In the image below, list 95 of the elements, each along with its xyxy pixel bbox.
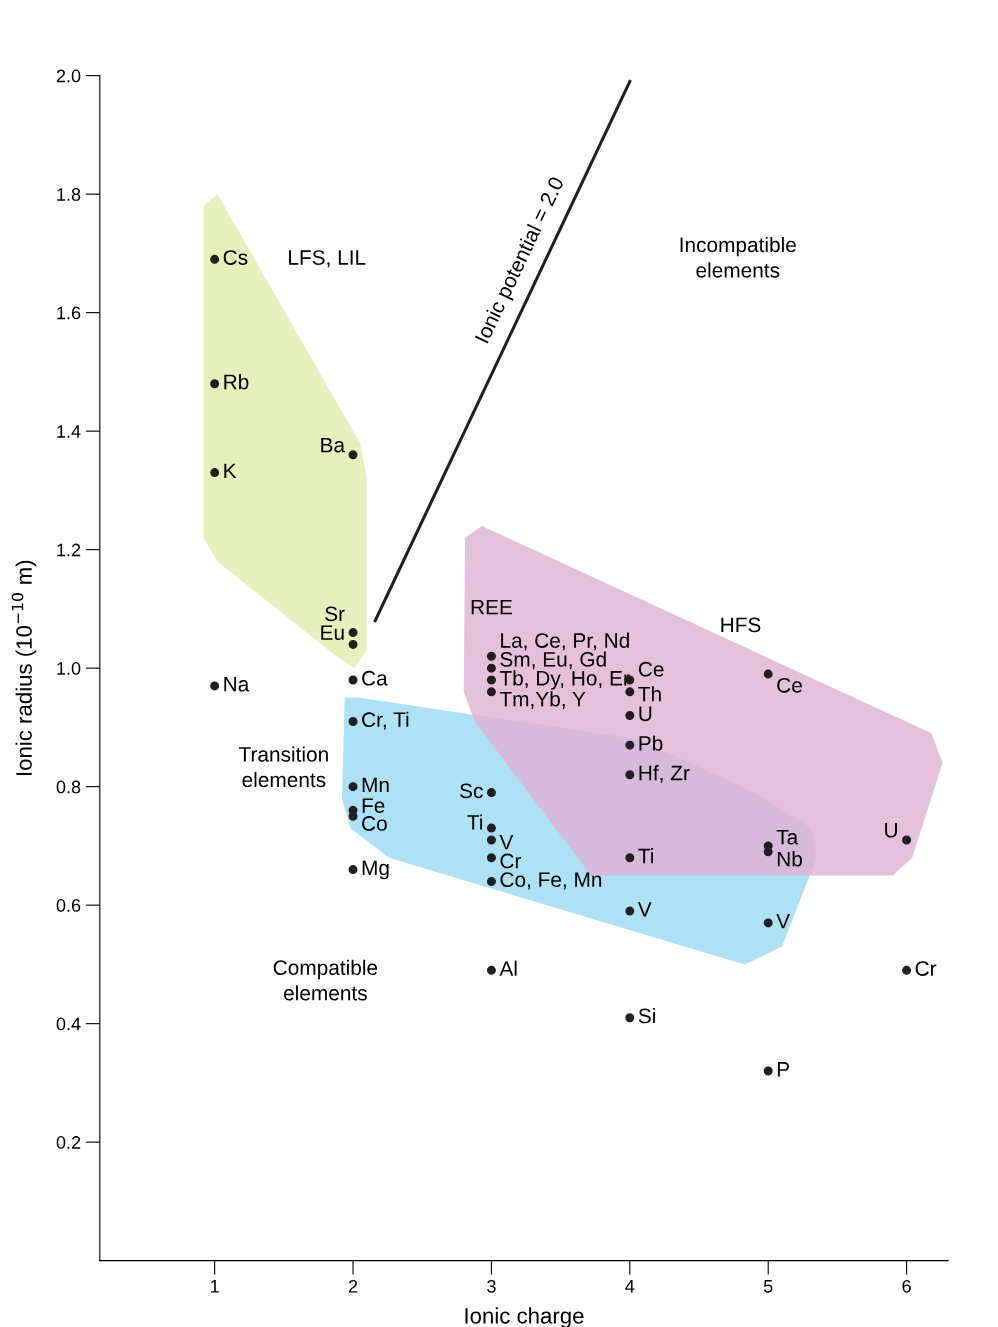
point xyxy=(625,740,635,750)
point xyxy=(348,639,358,649)
annotation: La, Ce, Pr, Nd xyxy=(501,632,629,651)
annotation: Ce xyxy=(777,677,802,693)
x-tick-label: 4 xyxy=(625,1280,635,1293)
point xyxy=(348,865,358,875)
point xyxy=(625,1013,635,1023)
point xyxy=(486,663,496,673)
point xyxy=(625,770,635,780)
annotation: P xyxy=(777,1062,789,1077)
y-tick-label: 1.4 xyxy=(57,425,81,438)
annotation: Ca xyxy=(362,670,388,686)
annotation: Co xyxy=(362,816,387,831)
annotation: LFS, LIL xyxy=(289,250,366,268)
annotation: V xyxy=(776,913,790,929)
annotation: Tm,Yb, Y xyxy=(499,691,586,709)
x-tick-label: 6 xyxy=(902,1279,911,1293)
annotation: Compatible elements xyxy=(273,959,378,1001)
y-tick-label: 1.6 xyxy=(57,306,81,320)
point xyxy=(486,835,496,845)
point xyxy=(625,687,635,697)
point xyxy=(486,823,496,833)
annotation: U xyxy=(639,706,652,722)
annotation: K xyxy=(224,463,237,479)
y-tick-label: 0.4 xyxy=(56,1017,81,1031)
annotation: Cr xyxy=(915,961,937,976)
point xyxy=(486,651,496,661)
annotation: U xyxy=(885,823,897,838)
point xyxy=(210,379,220,389)
point xyxy=(348,628,358,638)
point xyxy=(210,254,220,264)
annotation: Th xyxy=(638,686,661,702)
point xyxy=(348,450,358,460)
annotation: Cs xyxy=(223,250,248,265)
annotation: HFS xyxy=(721,617,761,633)
point xyxy=(902,965,912,975)
x-tick-label: 3 xyxy=(487,1279,496,1293)
point xyxy=(348,782,358,792)
y-tick-label: 0.6 xyxy=(56,899,81,912)
annotation: Cr xyxy=(500,853,522,869)
point xyxy=(210,468,220,478)
point xyxy=(486,853,496,863)
annotation: Transition elements xyxy=(238,746,328,788)
y-tick-label: 1.2 xyxy=(57,543,81,557)
annotation: Ta xyxy=(776,829,799,845)
point xyxy=(763,847,773,857)
y-tick-label: 1.0 xyxy=(57,662,81,675)
annotation: Eu xyxy=(321,625,344,641)
annotation: REE xyxy=(471,599,512,615)
annotation: Pb xyxy=(639,735,663,751)
point xyxy=(902,835,912,845)
annotation: V xyxy=(637,902,652,917)
point xyxy=(486,965,496,975)
annotation: Co, Fe, Mn xyxy=(500,872,602,890)
y-axis-title: Ionic radius (10$^{−10}$ m) xyxy=(11,560,37,775)
point xyxy=(486,687,496,697)
annotation: Nb xyxy=(777,851,802,867)
y-tick-label: 2.0 xyxy=(56,69,81,83)
annotation: Sm, Eu, Gd xyxy=(500,651,606,670)
annotation: Tb, Dy, Ho, Er xyxy=(499,670,630,690)
annotation: Ba xyxy=(321,437,346,453)
annotation: Incompatible elements xyxy=(680,236,796,278)
annotation: Rb xyxy=(224,374,249,390)
annotation: Na xyxy=(224,676,250,692)
point xyxy=(625,853,635,863)
annotation: Mg xyxy=(362,860,389,880)
point xyxy=(763,669,773,679)
y-tick-label: 0.2 xyxy=(56,1136,81,1149)
y-tick-label: 1.8 xyxy=(57,188,81,201)
y-tick-label: 0.8 xyxy=(56,780,81,794)
annotation: Al xyxy=(499,960,517,976)
point xyxy=(486,675,496,685)
annotation: Ti xyxy=(467,814,483,830)
point xyxy=(625,711,635,721)
point xyxy=(486,788,496,798)
point xyxy=(210,681,220,691)
x-tick-label: 1 xyxy=(211,1280,219,1293)
x-tick-label: 2 xyxy=(348,1279,358,1293)
point xyxy=(625,906,635,916)
point xyxy=(348,716,358,726)
annotation: V xyxy=(499,835,514,850)
annotation: Hf, Zr xyxy=(639,765,690,783)
annotation: Mn xyxy=(362,777,389,793)
annotation: Fe xyxy=(362,798,385,813)
point xyxy=(763,1066,773,1076)
x-tick-label: 5 xyxy=(763,1280,773,1293)
point xyxy=(486,876,496,886)
annotation: Ti xyxy=(638,848,653,864)
annotation: Sc xyxy=(460,783,483,799)
point xyxy=(763,918,773,928)
annotation: Sr xyxy=(325,606,345,622)
annotation: Si xyxy=(638,1008,655,1024)
annotation: Ce xyxy=(638,661,664,677)
annotation: Cr, Ti xyxy=(362,711,409,730)
point xyxy=(348,675,358,685)
